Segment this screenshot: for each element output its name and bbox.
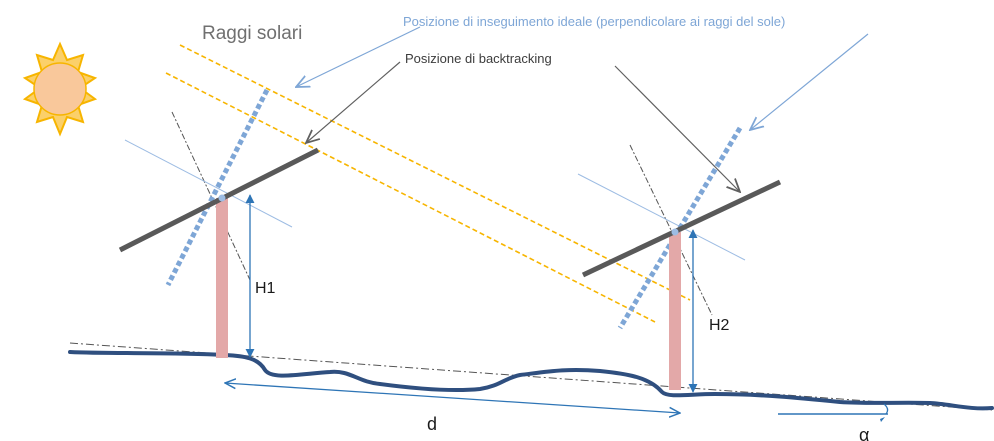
backtracking-panel-left xyxy=(118,147,320,253)
sun-rays-label: Raggi solari xyxy=(202,23,302,44)
backtracking-panel-right xyxy=(581,179,782,278)
slope-angle-label: α xyxy=(859,425,869,441)
sun-ray-line-1 xyxy=(179,44,691,301)
pivot-right xyxy=(671,228,679,236)
ideal-orientation-line-left xyxy=(124,139,293,228)
backtracking-callout-arrow-right xyxy=(614,65,740,192)
normal-line-left xyxy=(171,111,251,281)
pole-left xyxy=(216,198,228,358)
pole-right xyxy=(669,232,681,390)
ground-profile xyxy=(68,350,994,411)
slope-angle-arrowhead xyxy=(880,417,885,422)
sun-ray-line-2 xyxy=(165,72,656,323)
pivot-left xyxy=(218,194,226,202)
ideal-tracking-callout-arrow-left xyxy=(296,26,421,87)
backtracking-callout-arrow-left xyxy=(306,61,401,143)
distance-label: d xyxy=(427,414,437,434)
slope-angle-arc xyxy=(883,403,889,415)
sun-icon xyxy=(22,41,98,137)
normal-line-right xyxy=(629,144,713,316)
h2-label: H2 xyxy=(709,317,730,334)
ideal-panel-left xyxy=(165,88,270,287)
ideal-tracking-label: Posizione di inseguimento ideale (perpen… xyxy=(403,14,785,29)
ideal-tracking-callout-arrow-right xyxy=(750,33,869,130)
h1-label: H1 xyxy=(255,280,276,297)
backtracking-label: Posizione di backtracking xyxy=(405,51,552,66)
ground-slope-line xyxy=(69,342,993,411)
distance-arrow xyxy=(225,383,680,413)
ideal-orientation-line-right xyxy=(577,173,746,261)
